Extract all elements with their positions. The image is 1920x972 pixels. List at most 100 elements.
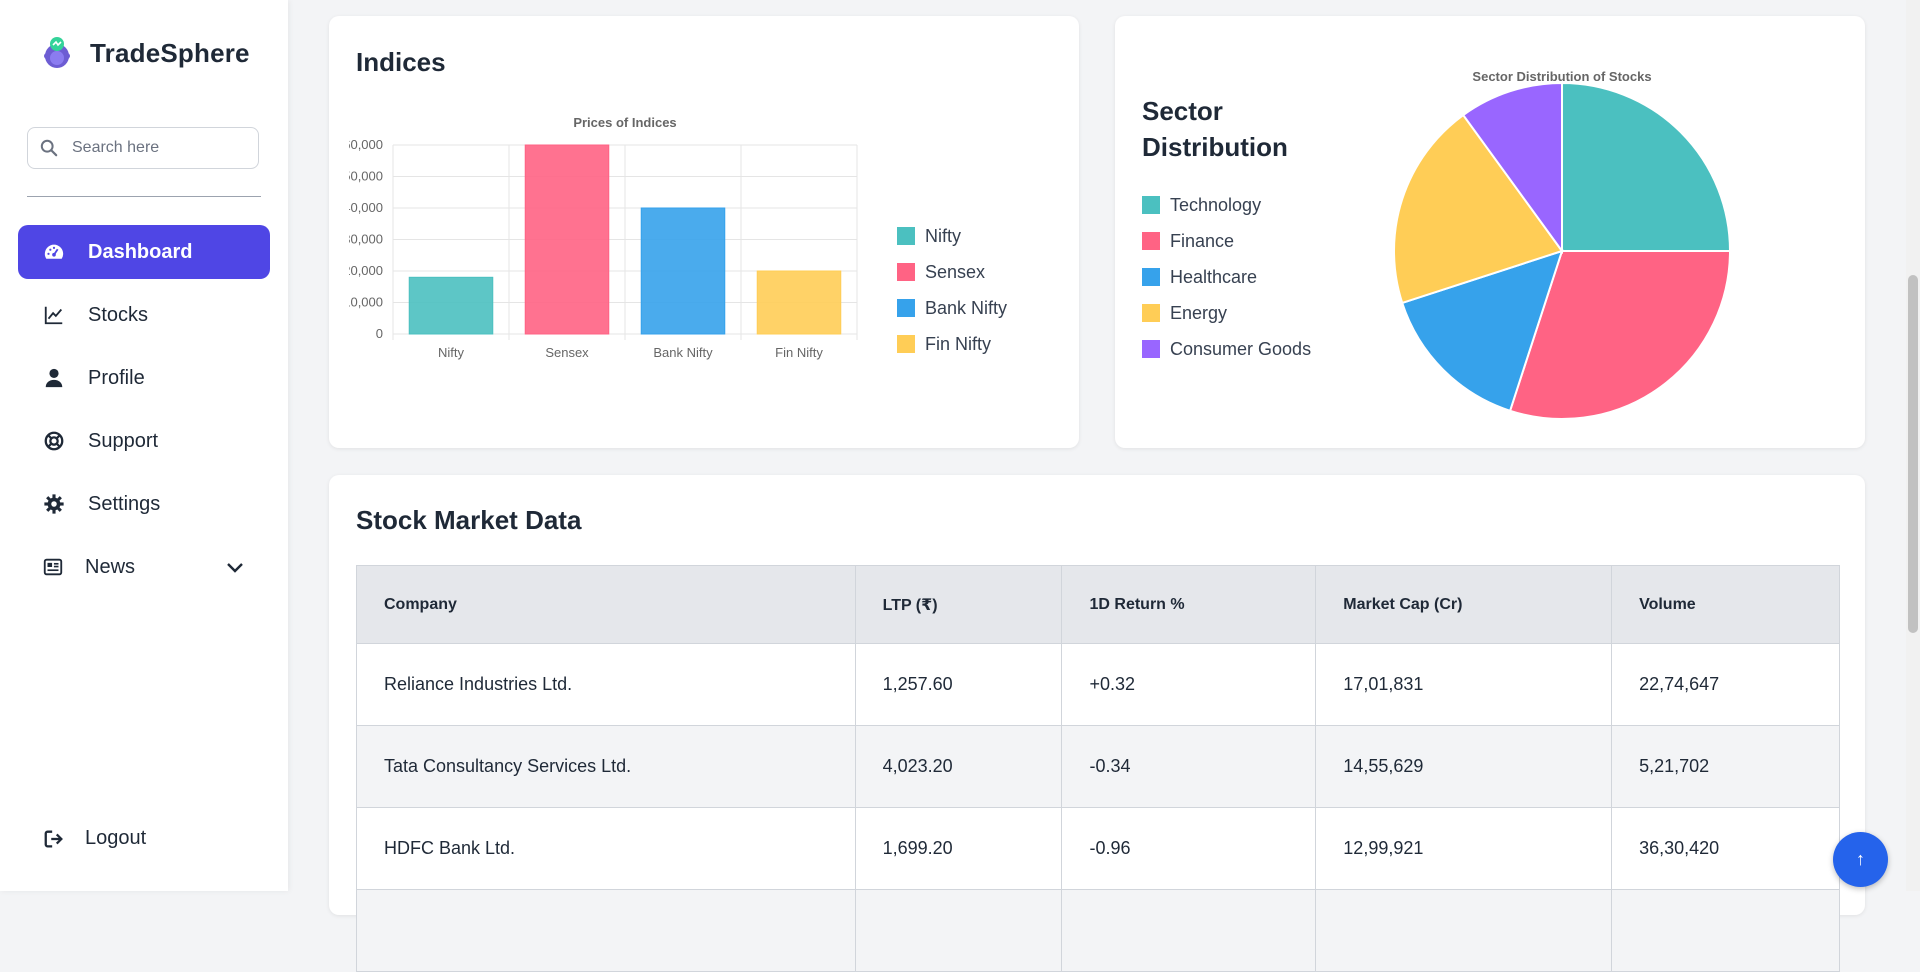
cell-company: HDFC Bank Ltd. xyxy=(356,807,856,890)
cell-return: +0.32 xyxy=(1061,643,1317,726)
cell-company xyxy=(356,889,856,972)
y-tick-label: 10,000 xyxy=(349,295,383,310)
table-row[interactable]: HDFC Bank Ltd. 1,699.20 -0.96 12,99,921 … xyxy=(356,807,1840,890)
lifebuoy-icon xyxy=(43,430,65,452)
search-input[interactable] xyxy=(70,138,254,158)
pie-slice-finance xyxy=(1508,250,1732,420)
cell-return xyxy=(1061,889,1317,972)
table-row[interactable] xyxy=(356,889,1840,972)
legend-swatch xyxy=(897,299,915,317)
legend-item-sensex[interactable]: Sensex xyxy=(897,254,1007,290)
x-tick-label: Fin Nifty xyxy=(775,345,823,360)
column-header-company[interactable]: Company xyxy=(356,565,856,644)
search-icon xyxy=(40,139,58,157)
sector-card: Sector Distribution Technology Finance H… xyxy=(1115,16,1865,448)
cell-market-cap: 14,55,629 xyxy=(1315,725,1613,808)
legend-item-finance[interactable]: Finance xyxy=(1142,223,1311,259)
legend-swatch xyxy=(897,227,915,245)
scroll-to-top-button[interactable]: ↑ xyxy=(1833,832,1888,887)
x-tick-label: Sensex xyxy=(545,345,589,360)
sidebar-item-label: Settings xyxy=(88,492,161,515)
legend-label: Finance xyxy=(1170,230,1235,251)
x-tick-label: Nifty xyxy=(438,345,465,360)
sidebar-item-news[interactable]: News xyxy=(18,540,270,594)
legend-item-bank-nifty[interactable]: Bank Nifty xyxy=(897,290,1007,326)
indices-bar-chart: Prices of Indices 0 10,000 20,000 30,000 40,0… xyxy=(349,115,858,360)
cell-market-cap: 12,99,921 xyxy=(1315,807,1613,890)
bar-fin-nifty xyxy=(756,270,842,335)
chevron-down-icon[interactable] xyxy=(225,557,245,577)
sector-pie-chart: Sector Distribution of Stocks xyxy=(1393,69,1732,420)
legend-label: Sensex xyxy=(925,261,986,282)
user-icon xyxy=(43,367,65,389)
sector-legend: Technology Finance Healthcare Energy Con… xyxy=(1142,187,1311,367)
search-box[interactable] xyxy=(27,127,259,169)
bar-sensex xyxy=(524,144,610,335)
legend-swatch xyxy=(1142,340,1160,358)
cell-return: -0.34 xyxy=(1061,725,1317,808)
sidebar-item-label: Stocks xyxy=(88,303,149,326)
sidebar-divider xyxy=(27,196,261,197)
bar-nifty xyxy=(408,276,494,335)
legend-swatch xyxy=(1142,232,1160,250)
indices-title: Indices xyxy=(356,47,446,77)
legend-item-fin-nifty[interactable]: Fin Nifty xyxy=(897,326,1007,362)
y-tick-label: 40,000 xyxy=(349,200,383,215)
sidebar-item-settings[interactable]: Settings xyxy=(18,477,270,531)
logout-icon xyxy=(44,830,63,847)
gauge-icon xyxy=(43,241,65,263)
stock-table: Company LTP (₹) 1D Return % Market Cap (… xyxy=(356,565,1840,972)
sidebar-nav: Dashboard Stocks Profile Support Setting… xyxy=(18,225,270,603)
page-scrollbar[interactable] xyxy=(1906,0,1920,891)
sidebar-item-label: Support xyxy=(88,429,159,452)
arrow-up-icon: ↑ xyxy=(1856,849,1865,869)
legend-label: Technology xyxy=(1170,194,1262,215)
pie-slice-technology xyxy=(1561,81,1732,252)
legend-item-energy[interactable]: Energy xyxy=(1142,295,1311,331)
legend-item-technology[interactable]: Technology xyxy=(1142,187,1311,223)
cell-market-cap: 17,01,831 xyxy=(1315,643,1613,726)
table-header-row: Company LTP (₹) 1D Return % Market Cap (… xyxy=(356,565,1840,644)
legend-item-healthcare[interactable]: Healthcare xyxy=(1142,259,1311,295)
app-name: TradeSphere xyxy=(90,37,250,68)
legend-label: Fin Nifty xyxy=(925,333,992,354)
sidebar-item-profile[interactable]: Profile xyxy=(18,351,270,405)
chart-title: Sector Distribution of Stocks xyxy=(1472,69,1651,84)
y-tick-label: 30,000 xyxy=(349,232,383,247)
cell-company: Tata Consultancy Services Ltd. xyxy=(356,725,856,808)
cell-volume xyxy=(1611,889,1840,972)
cell-market-cap xyxy=(1315,889,1613,972)
sidebar-item-support[interactable]: Support xyxy=(18,414,270,468)
cell-ltp: 1,699.20 xyxy=(854,807,1063,890)
legend-label: Nifty xyxy=(925,225,961,246)
logout-button[interactable]: Logout xyxy=(43,827,146,850)
cell-return: -0.96 xyxy=(1061,807,1317,890)
scrollbar-thumb[interactable] xyxy=(1908,275,1918,633)
stock-table-card: Stock Market Data Company LTP (₹) 1D Ret… xyxy=(329,475,1865,972)
legend-item-nifty[interactable]: Nifty xyxy=(897,218,1007,254)
table-row[interactable]: Reliance Industries Ltd. 1,257.60 +0.32 … xyxy=(356,643,1840,726)
cell-ltp xyxy=(854,889,1063,972)
sidebar: TradeSphere Dashboard Stocks Profile xyxy=(0,0,288,891)
sidebar-item-stocks[interactable]: Stocks xyxy=(18,288,270,342)
sidebar-item-label: Profile xyxy=(88,366,145,389)
cell-ltp: 1,257.60 xyxy=(854,643,1063,726)
pie-slice-consumer-goods xyxy=(1461,81,1563,255)
legend-label: Energy xyxy=(1170,302,1228,323)
sidebar-item-dashboard[interactable]: Dashboard xyxy=(18,225,270,279)
y-tick-label: 20,000 xyxy=(349,263,383,278)
table-row[interactable]: Tata Consultancy Services Ltd. 4,023.20 … xyxy=(356,725,1840,808)
legend-swatch xyxy=(1142,196,1160,214)
logo-icon xyxy=(44,37,70,68)
sector-title: Sector Distribution xyxy=(1142,96,1288,162)
column-header-return[interactable]: 1D Return % xyxy=(1061,565,1317,644)
column-header-ltp[interactable]: LTP (₹) xyxy=(854,565,1063,644)
legend-label: Bank Nifty xyxy=(925,297,1008,318)
y-tick-label: 0 xyxy=(376,326,383,341)
brand[interactable]: TradeSphere xyxy=(38,34,250,72)
logout-label: Logout xyxy=(85,827,147,849)
column-header-market-cap[interactable]: Market Cap (Cr) xyxy=(1315,565,1613,644)
sidebar-item-label: Dashboard xyxy=(88,240,193,263)
column-header-volume[interactable]: Volume xyxy=(1611,565,1840,644)
legend-item-consumer-goods[interactable]: Consumer Goods xyxy=(1142,331,1311,367)
